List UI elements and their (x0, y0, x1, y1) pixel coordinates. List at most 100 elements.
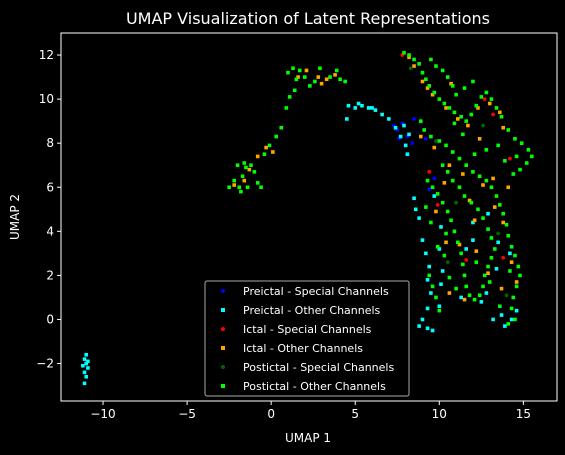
data-point (84, 352, 89, 357)
data-point (449, 218, 453, 223)
data-point (445, 209, 450, 214)
data-point (442, 101, 447, 106)
data-point (472, 297, 477, 302)
data-point (526, 147, 531, 152)
data-point (481, 216, 485, 220)
x-tick-label: 5 (351, 407, 359, 421)
data-point (294, 77, 299, 82)
data-point (444, 240, 448, 245)
data-point (491, 112, 496, 117)
data-point (503, 159, 507, 163)
data-point (437, 247, 442, 251)
legend-label: Ictal - Special Channels (243, 323, 372, 336)
data-point (345, 117, 349, 121)
y-tick-label: 12 (39, 48, 54, 62)
data-point (513, 253, 517, 258)
data-point (466, 123, 470, 128)
data-point (511, 295, 516, 300)
data-point (464, 119, 469, 123)
data-point (430, 328, 435, 333)
data-point (477, 293, 482, 298)
data-point (81, 363, 85, 368)
data-point (425, 306, 430, 311)
data-point (454, 92, 458, 97)
data-point (380, 112, 384, 117)
data-point (440, 269, 445, 273)
data-point (425, 326, 430, 331)
data-point (506, 128, 511, 132)
data-point (420, 238, 425, 242)
data-point (259, 185, 263, 190)
data-point (328, 75, 332, 79)
data-point (244, 165, 248, 170)
data-point (501, 211, 505, 216)
data-point (445, 75, 450, 79)
data-point (437, 308, 442, 313)
legend-box (204, 280, 410, 397)
x-tick-label: 0 (267, 407, 275, 421)
data-point (508, 251, 512, 256)
data-point (373, 108, 378, 112)
data-point (462, 273, 467, 278)
data-point (499, 286, 504, 291)
data-point (264, 145, 268, 150)
data-point (501, 220, 505, 225)
data-point (417, 62, 421, 66)
data-point (434, 295, 438, 300)
data-point (476, 106, 480, 110)
data-point (387, 117, 391, 121)
data-point (484, 147, 489, 152)
data-point (508, 156, 512, 161)
data-point (476, 207, 480, 212)
data-point (474, 249, 479, 253)
data-point (481, 183, 485, 187)
y-tick-label: 6 (46, 180, 54, 194)
data-point (484, 178, 489, 183)
y-tick-label: 10 (39, 92, 54, 106)
data-point (430, 185, 435, 190)
plot-area-frame (60, 32, 558, 402)
data-point (420, 79, 425, 84)
chart-title: UMAP Visualization of Latent Representat… (126, 9, 490, 28)
data-point (435, 244, 440, 249)
data-point (461, 132, 465, 137)
data-point (516, 264, 521, 269)
data-point (452, 121, 457, 126)
data-point (487, 101, 492, 106)
data-point (450, 84, 455, 88)
data-point (302, 75, 307, 79)
data-point (498, 304, 502, 309)
data-point (279, 125, 284, 130)
data-point (82, 381, 87, 386)
data-point (467, 293, 472, 298)
data-point (86, 359, 90, 364)
data-point (529, 154, 534, 159)
data-point (434, 139, 438, 143)
data-point (417, 324, 421, 328)
data-point (471, 79, 475, 84)
data-point (479, 95, 484, 99)
data-point (498, 203, 502, 207)
legend-label: Preictal - Other Channels (243, 304, 381, 317)
y-tick-label: −2 (36, 357, 54, 371)
data-point (247, 167, 252, 172)
data-point (252, 170, 257, 174)
data-point (489, 97, 494, 101)
data-point (509, 317, 514, 322)
data-point (249, 163, 253, 168)
data-point (514, 154, 519, 159)
data-point (442, 181, 447, 185)
data-point (232, 183, 236, 187)
data-point (407, 53, 411, 57)
data-point (457, 185, 462, 190)
data-point (445, 170, 450, 174)
data-point (504, 293, 509, 298)
data-point (513, 136, 517, 141)
data-point (456, 240, 460, 245)
data-point (267, 143, 272, 148)
x-axis-label: UMAP 1 (285, 431, 331, 445)
data-point (496, 143, 500, 148)
data-point (484, 90, 489, 95)
legend-marker (221, 308, 225, 312)
data-point (506, 233, 511, 238)
